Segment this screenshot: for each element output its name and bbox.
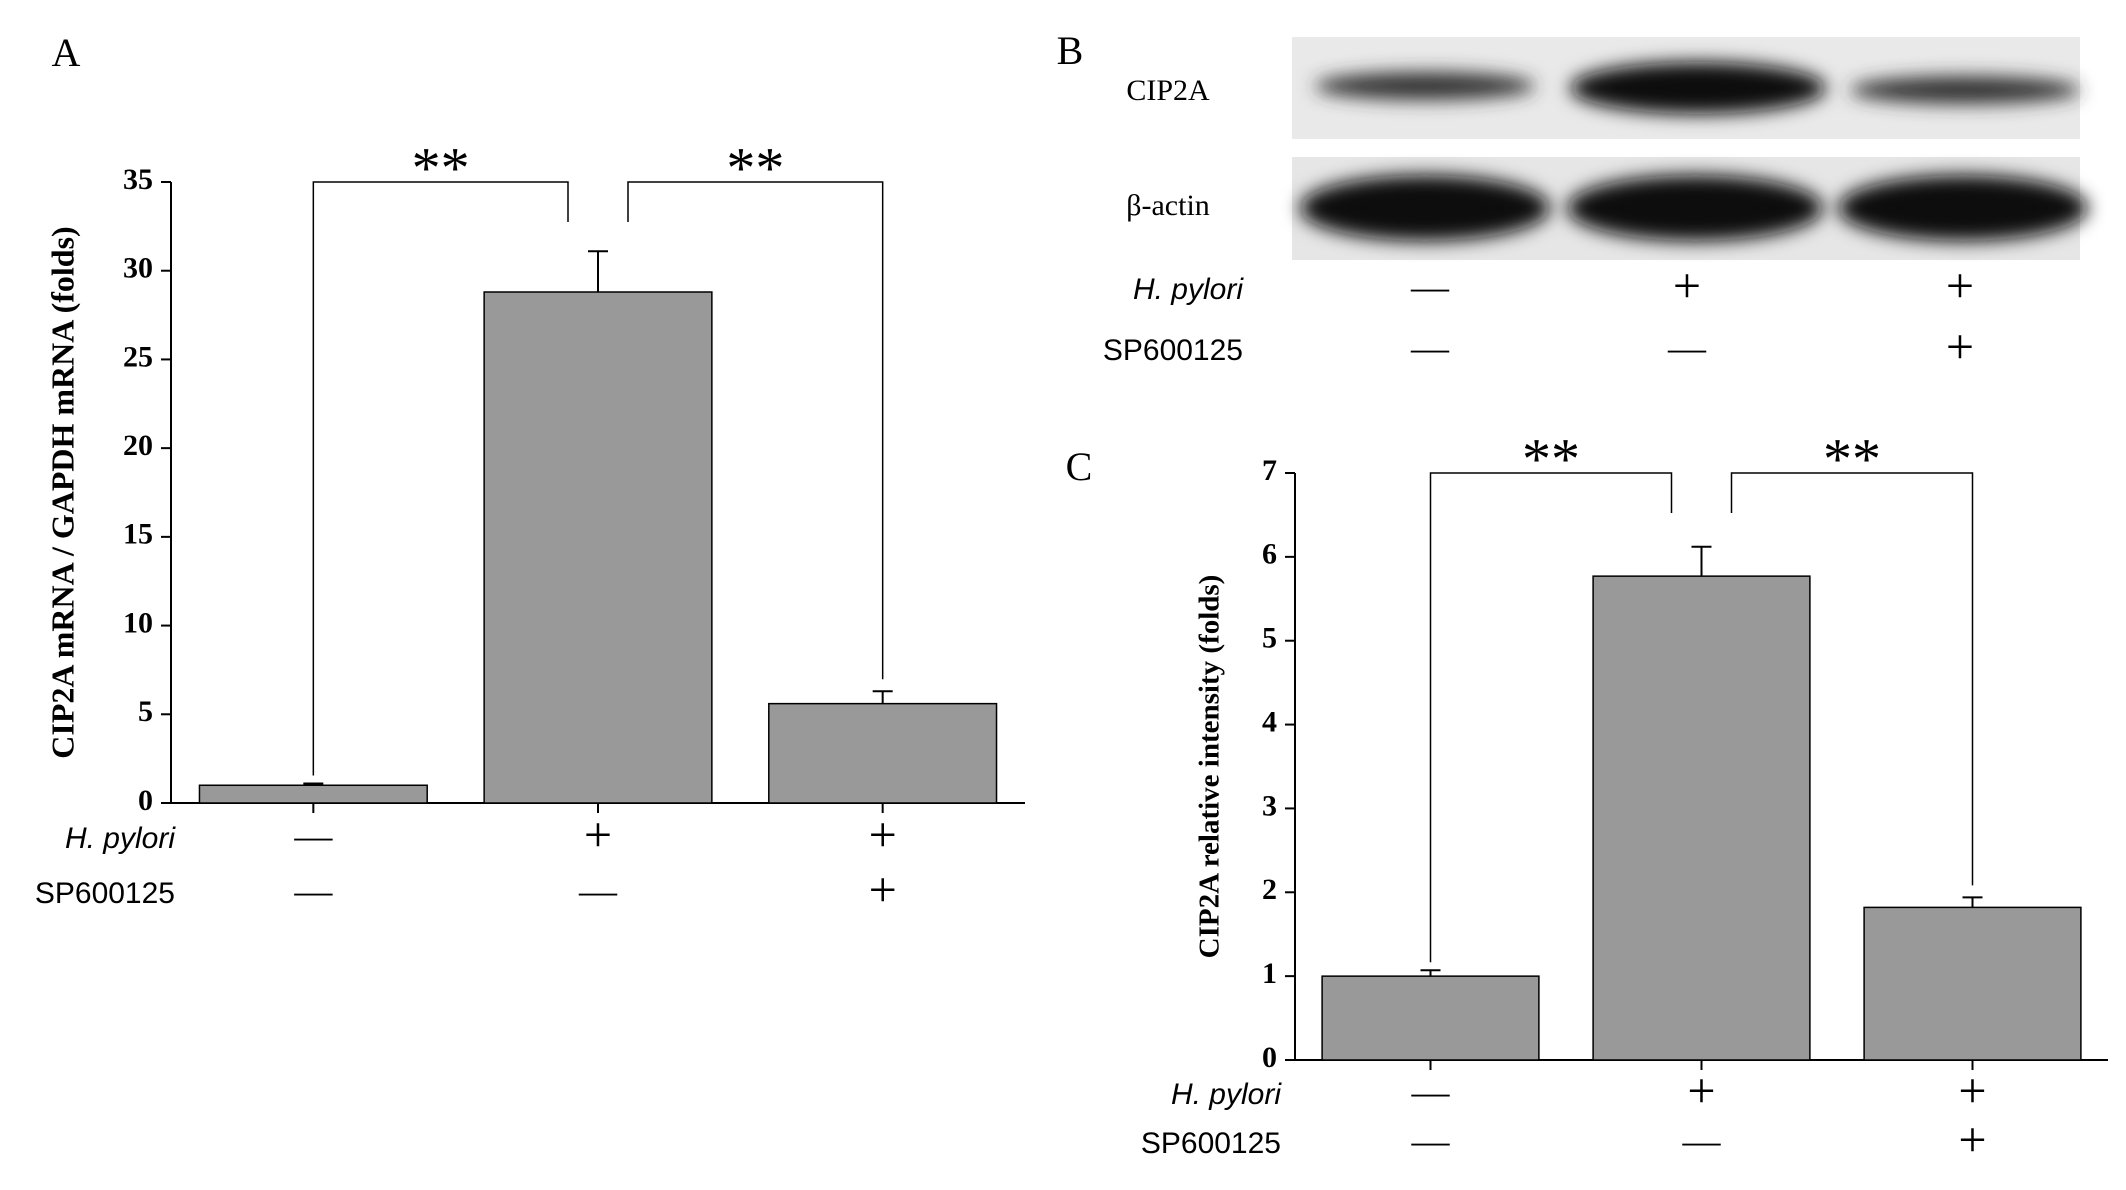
- band: [1570, 62, 1826, 114]
- y-tick-label: 0: [1262, 1041, 1277, 1074]
- condition-sign: —: [1411, 1121, 1451, 1163]
- y-tick-label: 7: [1262, 454, 1277, 487]
- y-axis-label: CIP2A mRNA / GAPDH mRNA (folds): [44, 226, 80, 758]
- y-tick-label: 5: [1262, 622, 1277, 655]
- error-bar: [1962, 896, 1983, 908]
- error-bar: [1691, 545, 1712, 577]
- error-bar: [303, 782, 324, 786]
- panel-label: C: [1066, 444, 1093, 489]
- condition-sign: —: [1410, 328, 1450, 370]
- condition-sign: —: [293, 871, 333, 913]
- condition-sign: +: [1673, 257, 1701, 313]
- condition-label: H. pylori: [1171, 1078, 1282, 1111]
- condition-sign: +: [1687, 1062, 1715, 1118]
- bar: [1321, 975, 1540, 1061]
- y-tick-label: 25: [123, 340, 153, 373]
- condition-sign: +: [1958, 1111, 1986, 1167]
- bar: [198, 784, 428, 804]
- bar: [1592, 575, 1811, 1061]
- y-tick-label: 6: [1262, 538, 1277, 571]
- significance-bracket: [1730, 472, 1974, 886]
- panel-label: A: [52, 30, 81, 75]
- condition-sign: —: [293, 816, 333, 858]
- bar: [768, 702, 998, 804]
- condition-sign: +: [869, 806, 897, 862]
- condition-sign: —: [1410, 267, 1450, 309]
- y-tick-label: 15: [123, 518, 153, 551]
- condition-sign: —: [1667, 328, 1707, 370]
- condition-sign: —: [578, 871, 618, 913]
- y-tick-label: 30: [123, 252, 153, 285]
- significance-bracket: [1429, 472, 1673, 963]
- y-axis-label: CIP2A relative intensity (folds): [1194, 575, 1226, 959]
- band: [1567, 175, 1823, 241]
- error-bar: [1420, 969, 1441, 977]
- blot-bands: [1300, 62, 2088, 241]
- y-tick-label: 10: [123, 606, 153, 639]
- condition-sign: +: [1946, 257, 1974, 313]
- condition-sign: +: [1958, 1062, 1986, 1118]
- y-tick-label: 5: [138, 695, 153, 728]
- condition-label: SP600125: [35, 877, 175, 910]
- significance-label: **: [1823, 426, 1881, 491]
- band: [1300, 175, 1550, 241]
- error-bar: [872, 690, 893, 704]
- y-tick-label: 4: [1262, 705, 1277, 738]
- condition-label: SP600125: [1103, 334, 1243, 367]
- condition-label: H. pylori: [1133, 273, 1244, 306]
- y-tick-label: 2: [1262, 873, 1277, 906]
- condition-sign: +: [584, 806, 612, 862]
- significance-bracket: [627, 181, 884, 680]
- condition-sign: +: [1946, 318, 1974, 374]
- y-tick-label: 0: [138, 784, 153, 817]
- significance-bracket: [312, 181, 569, 776]
- band: [1850, 76, 2080, 104]
- blot-row-label: β-actin: [1126, 189, 1210, 222]
- significance-label: **: [726, 135, 784, 200]
- bar: [1863, 906, 2082, 1061]
- panel-label: B: [1057, 28, 1084, 73]
- condition-label: SP600125: [1141, 1127, 1281, 1160]
- y-tick-label: 1: [1262, 957, 1277, 990]
- blot-row-label: CIP2A: [1126, 74, 1210, 107]
- significance-label: **: [412, 135, 470, 200]
- condition-sign: —: [1411, 1072, 1451, 1114]
- y-tick-label: 3: [1262, 789, 1277, 822]
- y-tick-label: 20: [123, 429, 153, 462]
- bar: [483, 291, 713, 804]
- band: [1315, 72, 1535, 100]
- y-tick-label: 35: [123, 163, 153, 196]
- blot: [1292, 37, 2088, 260]
- error-bar: [588, 250, 608, 293]
- condition-sign: —: [1682, 1121, 1722, 1163]
- condition-sign: +: [869, 861, 897, 917]
- band: [1838, 175, 2088, 241]
- significance-label: **: [1522, 426, 1580, 491]
- condition-label: H. pylori: [65, 822, 176, 855]
